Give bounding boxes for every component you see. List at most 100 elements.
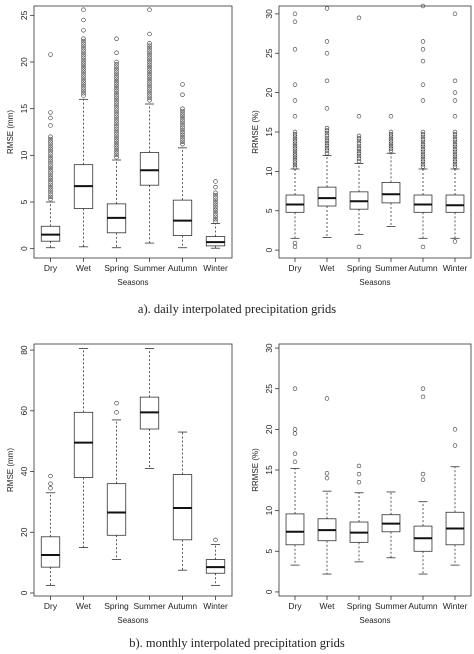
outlier-point xyxy=(81,93,86,98)
outlier-point xyxy=(81,41,86,46)
outlier-point xyxy=(81,91,86,96)
outlier-point xyxy=(81,81,86,86)
outlier-point xyxy=(356,15,362,21)
box-winter xyxy=(205,537,226,586)
outlier-point xyxy=(81,69,86,75)
outlier-point xyxy=(420,47,426,52)
outlier-point xyxy=(213,209,218,215)
outlier-point xyxy=(292,82,298,87)
outlier-point xyxy=(147,74,152,79)
x-tick-label: Autumn xyxy=(168,601,198,611)
y-tick-label: 20 xyxy=(19,57,29,67)
outlier-point xyxy=(452,134,458,140)
outlier-point xyxy=(420,58,426,64)
outlier-point xyxy=(420,137,426,142)
outlier-point xyxy=(114,135,119,141)
outlier-point xyxy=(420,3,426,9)
outlier-point xyxy=(147,95,152,101)
daily-rrmse-x-axis: Dry Wet Spring Summer Autumn Winter xyxy=(288,258,467,273)
outlier-point xyxy=(81,74,86,79)
outlier-point xyxy=(388,134,394,139)
outlier-point xyxy=(420,39,426,44)
box-iqr xyxy=(73,411,94,478)
outlier-point xyxy=(147,31,152,37)
x-axis-label: Seasons xyxy=(117,616,148,625)
outlier-point xyxy=(81,43,86,48)
outlier-point xyxy=(81,88,86,94)
outlier-point xyxy=(48,163,53,168)
outlier-point xyxy=(180,82,185,87)
outlier-point xyxy=(180,139,185,144)
y-tick-label: 60 xyxy=(19,406,29,416)
outlier-point xyxy=(48,158,53,163)
box-iqr xyxy=(381,181,401,204)
x-tick-label: Summer xyxy=(133,601,165,611)
box-iqr xyxy=(106,483,127,536)
outlier-point xyxy=(81,62,86,67)
outlier-point xyxy=(48,141,53,147)
outlier-point xyxy=(213,204,218,210)
outlier-point xyxy=(356,479,362,485)
outlier-point xyxy=(114,59,119,65)
outlier-point xyxy=(452,161,458,167)
outlier-point xyxy=(48,481,53,486)
outlier-point xyxy=(114,81,119,86)
outlier-point xyxy=(292,158,298,163)
outlier-point xyxy=(114,36,119,41)
outlier-point xyxy=(356,141,362,146)
outlier-point xyxy=(213,219,218,224)
outlier-point xyxy=(324,106,330,111)
outlier-point xyxy=(48,123,53,128)
outlier-point xyxy=(420,386,426,391)
monthly-rrmse-x-axis: Dry Wet Spring Summer Autumn Winter xyxy=(288,596,467,611)
box-spring xyxy=(106,36,127,249)
outlier-point xyxy=(114,155,119,160)
outlier-point xyxy=(81,86,86,91)
outlier-point xyxy=(420,139,426,145)
outlier-point xyxy=(292,114,298,119)
outlier-point xyxy=(420,129,426,135)
outlier-point xyxy=(213,207,218,212)
x-tick-label: Summer xyxy=(375,601,407,611)
outlier-point xyxy=(48,192,53,197)
outlier-point xyxy=(180,92,185,97)
y-tick-label: 10 xyxy=(264,506,274,516)
y-tick-label: 0 xyxy=(19,590,29,595)
outlier-point xyxy=(420,82,426,87)
outlier-point xyxy=(420,477,426,482)
outlier-point xyxy=(420,159,426,164)
outlier-point xyxy=(452,142,458,147)
outlier-point xyxy=(114,95,119,100)
outlier-point xyxy=(180,120,185,126)
outlier-point xyxy=(147,98,152,103)
outlier-point xyxy=(180,141,185,147)
x-tick-label: Wet xyxy=(76,601,92,611)
outlier-point xyxy=(114,66,119,72)
y-tick-label: 30 xyxy=(264,9,274,19)
outlier-point xyxy=(292,427,298,432)
outlier-point xyxy=(48,473,53,479)
outlier-point xyxy=(147,86,152,91)
outlier-point xyxy=(324,140,330,146)
x-tick-label: Summer xyxy=(133,263,165,273)
box-autumn xyxy=(172,431,193,571)
outlier-point xyxy=(147,79,152,84)
outlier-point xyxy=(420,142,426,147)
outlier-point xyxy=(114,401,119,406)
outlier-point xyxy=(356,153,362,159)
outlier-point xyxy=(324,128,330,133)
outlier-point xyxy=(180,137,185,142)
outlier-point xyxy=(114,62,119,67)
outlier-point xyxy=(48,177,53,183)
outlier-point xyxy=(48,110,53,115)
outlier-point xyxy=(356,148,362,154)
outlier-point xyxy=(292,11,298,17)
outlier-point xyxy=(292,132,298,137)
outlier-point xyxy=(114,152,119,158)
caption-monthly: b). monthly interpolated precipitation g… xyxy=(129,636,345,650)
outlier-point xyxy=(292,240,298,246)
box-spring xyxy=(106,401,127,560)
outlier-point xyxy=(213,202,218,207)
outlier-point xyxy=(114,69,119,74)
box-dry xyxy=(285,386,305,566)
